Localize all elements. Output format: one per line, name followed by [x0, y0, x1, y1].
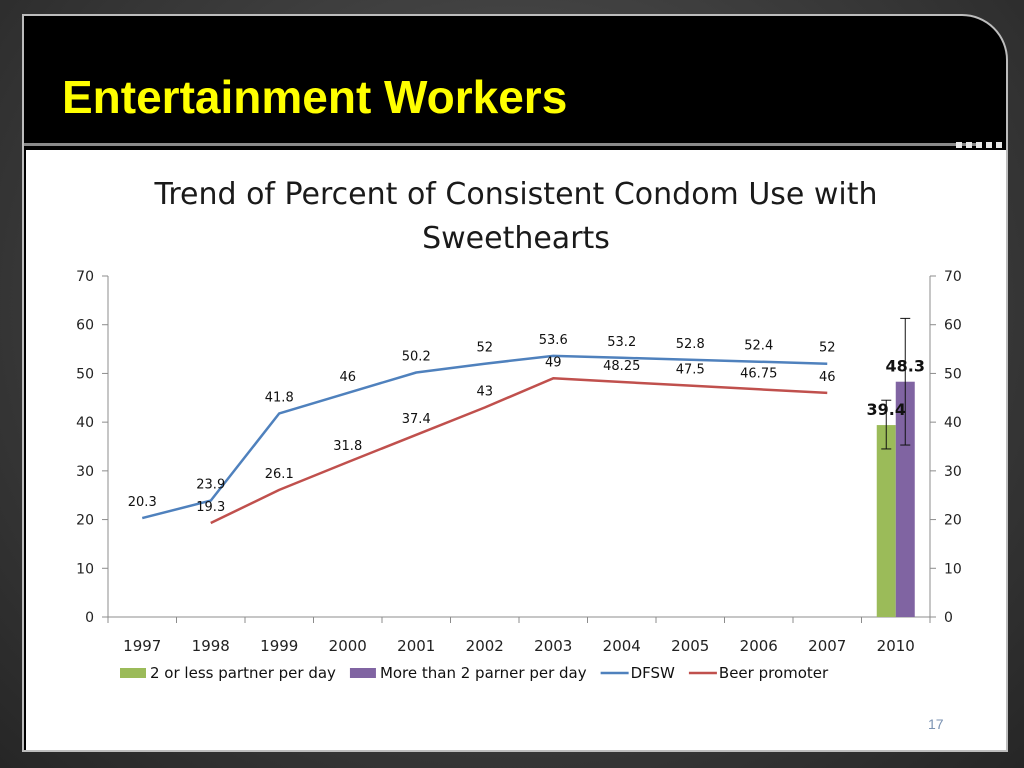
- line-data-label: 43: [476, 385, 493, 400]
- x-tick-label: 2003: [534, 637, 572, 655]
- line-data-label: 47.5: [676, 363, 705, 378]
- line-data-label: 19.3: [196, 500, 225, 515]
- y-tick-label-right: 40: [944, 415, 962, 431]
- line-data-label: 46: [819, 370, 836, 385]
- y-tick-label-left: 10: [76, 561, 94, 577]
- legend-label: More than 2 parner per day: [380, 664, 587, 682]
- y-tick-label-left: 50: [76, 366, 94, 382]
- legend-swatch: [120, 668, 146, 678]
- slide-title: Entertainment Workers: [62, 71, 568, 123]
- line-data-label: 20.3: [128, 495, 157, 510]
- line-data-label: 31.8: [333, 439, 362, 454]
- chart-data-labels: 39.4 48.3 20.3 23.9 41.8 46 50.2 52 53.6 53.2 52.8…: [128, 333, 925, 515]
- line-data-label: 50.2: [402, 349, 431, 364]
- line-data-label: 52: [819, 341, 836, 356]
- chart-legend: 2 or less partner per day More than 2 par…: [120, 664, 829, 682]
- line-data-label: 46: [339, 370, 356, 385]
- x-tick-label: 1997: [123, 637, 161, 655]
- x-tick-label: 2007: [808, 637, 846, 655]
- x-tick-label: 2005: [671, 637, 709, 655]
- line-data-label: 49: [545, 355, 562, 370]
- x-tick-label: 2001: [397, 637, 435, 655]
- chart-title-line-1: Trend of Percent of Consistent Condom Us…: [153, 177, 877, 212]
- x-tick-label: 2004: [603, 637, 641, 655]
- legend-label: DFSW: [631, 664, 675, 682]
- series-line-beer-promoter: [210, 377, 828, 525]
- line-data-label: 53.6: [539, 333, 568, 348]
- title-rule-dots: [956, 142, 1004, 148]
- y-tick-label-right: 70: [944, 269, 962, 285]
- x-tick-label: 2010: [877, 637, 915, 655]
- line-data-label: 48.25: [603, 359, 640, 374]
- x-tick-label: 1999: [260, 637, 298, 655]
- series-line-dfsw: [141, 354, 828, 520]
- line-data-label: 46.75: [740, 366, 777, 381]
- y-tick-label-right: 0: [944, 610, 953, 626]
- y-tick-label-left: 60: [76, 318, 94, 334]
- y-tick-label-right: 10: [944, 561, 962, 577]
- x-tick-label: 1998: [192, 637, 230, 655]
- chart-bars: [876, 317, 915, 617]
- y-tick-label-left: 40: [76, 415, 94, 431]
- bar-data-label: 39.4: [867, 400, 906, 419]
- chart-lines: [141, 354, 828, 525]
- chart-title-line-2: Sweethearts: [422, 221, 610, 256]
- y-tick-label-right: 20: [944, 513, 962, 529]
- bar: [876, 425, 896, 617]
- line-data-label: 52.8: [676, 337, 705, 352]
- title-rule: [24, 143, 980, 146]
- line-data-label: 53.2: [607, 335, 636, 350]
- line-data-label: 41.8: [265, 390, 294, 405]
- x-tick-label: 2002: [466, 637, 504, 655]
- x-tick-label: 2000: [329, 637, 367, 655]
- x-tick-label: 2006: [740, 637, 778, 655]
- legend-label: 2 or less partner per day: [150, 664, 336, 682]
- line-data-label: 52.4: [744, 339, 773, 354]
- bar: [895, 381, 915, 617]
- chart: Trend of Percent of Consistent Condom Us…: [76, 177, 962, 682]
- legend-label: Beer promoter: [719, 664, 829, 682]
- content-panel: Trend of Percent of Consistent Condom Us…: [26, 150, 1006, 750]
- y-tick-label-left: 20: [76, 513, 94, 529]
- y-tick-label-left: 0: [85, 610, 94, 626]
- y-tick-label-right: 50: [944, 366, 962, 382]
- line-data-label: 26.1: [265, 467, 294, 482]
- y-tick-label-right: 60: [944, 318, 962, 334]
- line-data-label: 23.9: [196, 478, 225, 493]
- slide-number: 17: [928, 716, 944, 732]
- line-data-label: 37.4: [402, 412, 431, 427]
- line-data-label: 52: [476, 341, 493, 356]
- y-tick-label-left: 70: [76, 269, 94, 285]
- y-tick-label-right: 30: [944, 464, 962, 480]
- bar-data-label: 48.3: [886, 357, 925, 376]
- chart-axes: 0 10 20 30 40 50 60 70 0 10 20 30 40 50 60 70 1997 1998 19…: [76, 269, 962, 655]
- y-tick-label-left: 30: [76, 464, 94, 480]
- chart-title: Trend of Percent of Consistent Condom Us…: [153, 177, 877, 256]
- legend-swatch: [349, 668, 376, 678]
